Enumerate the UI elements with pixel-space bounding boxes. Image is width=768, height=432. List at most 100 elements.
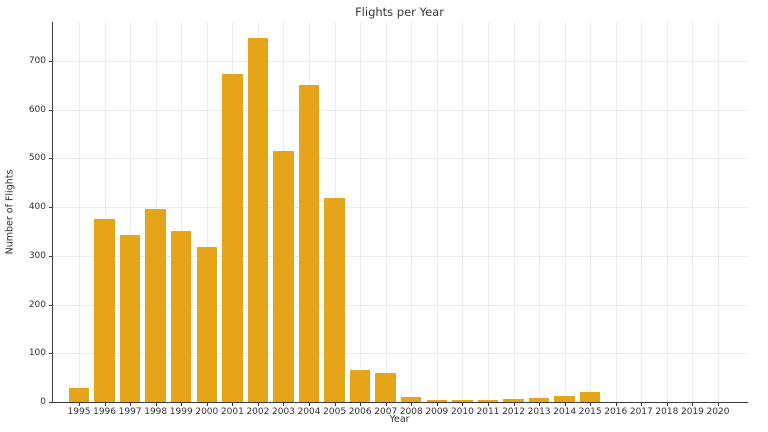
- x-tick-mark-2008: [411, 402, 413, 406]
- x-tick-label-2001: 2001: [220, 407, 244, 417]
- gridline-horizontal-200: [53, 304, 748, 306]
- x-tick-label-1998: 1998: [144, 407, 168, 417]
- x-tick-label-2016: 2016: [604, 407, 628, 417]
- x-tick-label-2000: 2000: [195, 407, 219, 417]
- gridline-vertical-1995: [79, 22, 80, 402]
- bar-2008: [401, 397, 422, 402]
- chart-title: Flights per Year: [355, 5, 444, 19]
- bar-2014: [554, 395, 575, 402]
- bar-2001: [222, 74, 243, 402]
- bar-1996: [94, 219, 115, 402]
- x-tick-label-2020: 2020: [706, 407, 730, 417]
- x-tick-mark-2003: [283, 402, 285, 406]
- gridline-vertical-2008: [411, 22, 413, 402]
- y-axis-label: Number of Flights: [4, 169, 16, 255]
- gridline-vertical-2019: [692, 22, 694, 402]
- x-tick-mark-2016: [615, 402, 617, 406]
- x-tick-label-2005: 2005: [323, 407, 347, 417]
- gridline-vertical-2018: [666, 22, 668, 402]
- y-tick-mark-100: [48, 353, 52, 355]
- x-tick-mark-1996: [104, 402, 106, 406]
- y-tick-mark-0: [48, 402, 52, 403]
- gridline-horizontal-400: [53, 207, 748, 209]
- bar-1995: [68, 388, 90, 402]
- gridline-vertical-1997: [130, 22, 132, 402]
- x-axis-label: Year: [389, 414, 410, 425]
- x-tick-mark-2010: [462, 402, 464, 406]
- x-tick-mark-2002: [257, 402, 259, 406]
- gridline-horizontal-700: [53, 60, 748, 62]
- gridline-vertical-1996: [104, 22, 106, 402]
- bar-2006: [349, 370, 371, 402]
- gridline-vertical-1999: [181, 22, 183, 402]
- bar-2004: [298, 85, 320, 402]
- gridline-vertical-2016: [615, 22, 617, 402]
- y-tick-mark-500: [48, 158, 52, 160]
- x-tick-label-2018: 2018: [655, 407, 679, 417]
- y-tick-mark-600: [48, 109, 52, 111]
- bar-2007: [375, 372, 396, 402]
- gridline-vertical-2014: [564, 22, 566, 402]
- x-tick-mark-1997: [130, 402, 132, 406]
- bar-2013: [528, 397, 550, 402]
- bar-1998: [145, 209, 166, 402]
- y-tick-label-500: 500: [28, 153, 46, 164]
- y-tick-label-700: 700: [28, 55, 46, 66]
- gridline-horizontal-600: [53, 109, 748, 111]
- bar-2010: [452, 400, 473, 402]
- y-tick-label-0: 0: [40, 397, 46, 407]
- x-tick-mark-1995: [79, 402, 80, 406]
- x-tick-mark-2004: [309, 402, 311, 406]
- x-tick-mark-2015: [590, 402, 592, 406]
- y-tick-label-600: 600: [28, 104, 46, 115]
- x-tick-mark-1999: [181, 402, 183, 406]
- x-tick-mark-1998: [155, 402, 157, 406]
- bar-2012: [503, 399, 524, 402]
- gridline-vertical-2009: [436, 22, 438, 402]
- x-tick-label-2019: 2019: [680, 407, 704, 417]
- gridline-vertical-2020: [718, 22, 719, 402]
- x-tick-label-1997: 1997: [118, 407, 142, 417]
- x-tick-mark-2000: [206, 402, 208, 406]
- gridline-vertical-2011: [487, 22, 489, 402]
- x-tick-label-1995: 1995: [67, 407, 91, 417]
- y-tick-label-300: 300: [28, 250, 46, 261]
- x-tick-label-2017: 2017: [629, 407, 653, 417]
- x-tick-label-1999: 1999: [169, 407, 193, 417]
- gridline-vertical-2015: [590, 22, 592, 402]
- x-tick-label-2002: 2002: [246, 407, 270, 417]
- gridline-vertical-2007: [385, 22, 387, 402]
- gridline-vertical-2012: [513, 22, 515, 402]
- bar-2000: [196, 247, 217, 402]
- gridline-vertical-2017: [641, 22, 643, 402]
- bar-2009: [426, 400, 448, 402]
- y-tick-mark-400: [48, 207, 52, 209]
- y-tick-mark-200: [48, 304, 52, 306]
- x-tick-mark-2005: [334, 402, 336, 406]
- x-tick-label-2009: 2009: [425, 407, 449, 417]
- x-tick-mark-2007: [385, 402, 387, 406]
- bar-2003: [273, 150, 294, 402]
- x-tick-mark-2001: [232, 402, 234, 406]
- x-tick-mark-2018: [666, 402, 668, 406]
- gridline-horizontal-100: [53, 353, 748, 355]
- x-tick-mark-2011: [487, 402, 489, 406]
- x-tick-mark-2006: [360, 402, 362, 406]
- x-tick-mark-2014: [564, 402, 566, 406]
- x-tick-mark-2019: [692, 402, 694, 406]
- plot-area: 1995 1996 1997 1998 1999 2000 2001 2002 2003 2004…: [29, 22, 748, 417]
- x-tick-label-2012: 2012: [502, 407, 525, 417]
- x-tick-label-2003: 2003: [272, 407, 295, 417]
- bar-2015: [579, 391, 601, 402]
- x-tick-label-2015: 2015: [578, 407, 602, 417]
- gridline-vertical-2013: [539, 22, 541, 402]
- x-tick-label-2008: 2008: [399, 407, 423, 417]
- x-tick-label-2011: 2011: [476, 407, 500, 417]
- bar-2002: [247, 37, 269, 402]
- x-tick-label-1996: 1996: [93, 407, 116, 417]
- x-tick-mark-2009: [436, 402, 438, 406]
- y-tick-label-200: 200: [28, 299, 46, 310]
- bar-2005: [324, 198, 345, 402]
- x-tick-mark-2012: [513, 402, 515, 406]
